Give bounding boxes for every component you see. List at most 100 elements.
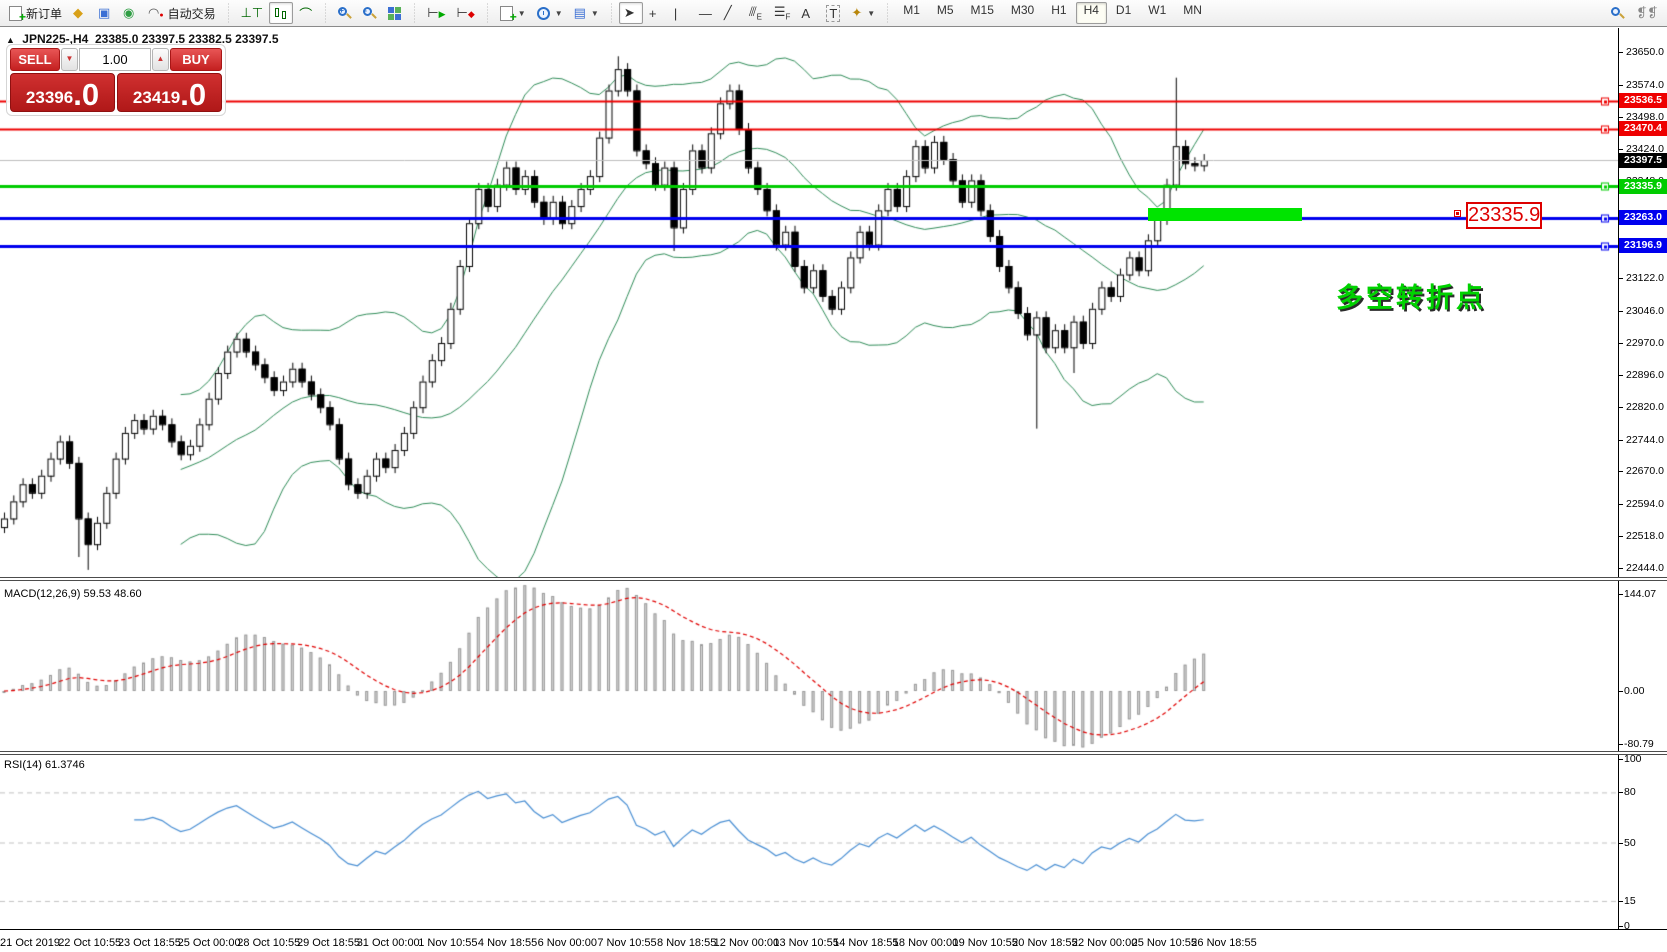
sell-button[interactable]: SELL [10,48,60,71]
collapse-arrow-icon[interactable]: ▲ [6,35,15,45]
price-axis-label: 23046.0 [1626,304,1664,317]
timeframe-D1[interactable]: D1 [1115,3,1132,17]
autotrading-label: 自动交易 [167,6,216,21]
timeframe-MN[interactable]: MN [1183,3,1202,17]
pane-divider[interactable] [0,577,1667,581]
sell-price-panel[interactable]: 23396 .0 [10,73,115,112]
vertical-line-tool-button[interactable]: | [669,2,693,24]
time-axis-label: 25 Nov 10:55 [1131,937,1198,949]
pane-divider[interactable] [0,751,1667,755]
channel-tool-button[interactable]: ⫻E [744,2,768,24]
price-axis-label: 22970.0 [1626,337,1664,350]
timeframe-M30[interactable]: M30 [1010,3,1035,17]
indicator-scale-label: 144.07 [1624,588,1657,600]
timeframe-M1[interactable]: M1 [903,3,920,17]
time-axis-label: 18 Nov 00:00 [892,937,959,949]
price-axis-label: 22896.0 [1626,368,1664,381]
price-axis-tick [1618,343,1623,345]
auto-scroll-button[interactable]: ⊢▶ [422,2,450,24]
trendline-icon: ╱ [723,5,732,20]
main-chart-canvas[interactable] [0,28,1618,577]
timeframe-H4[interactable]: H4 [1075,2,1107,24]
horizontal-line-tool-button[interactable]: — [694,2,718,24]
price-axis-tick [1618,439,1623,441]
history-button[interactable]: ◆ [68,2,92,24]
indicator-scale-tick [1618,792,1623,794]
time-axis-label: 21 Oct 2019 [0,937,60,949]
timeframe-M5[interactable]: M5 [936,3,954,17]
time-axis-label: 14 Nov 18:55 [833,937,899,949]
line-chart-button[interactable]: ⌒ [294,2,318,24]
caret-down-icon: ▼ [554,8,563,18]
toolbar-separator [224,3,232,23]
price-axis-label: 23122.0 [1626,271,1664,284]
price-axis-tick [1618,568,1623,570]
label-icon: T [826,4,841,22]
new-chart-button[interactable]: + ▼ [495,2,531,24]
time-axis-label: 12 Nov 00:00 [713,937,780,949]
axis-border [1618,28,1619,929]
price-callout-box[interactable]: 23335.9 [1466,202,1542,229]
indicator-scale-label: 15 [1624,894,1636,907]
candlestick-chart-button[interactable] [269,2,294,24]
indicator-scale-tick [1618,691,1623,692]
chat-icon: ❡❡ [1636,5,1658,20]
zoom-out-button[interactable]: - [358,2,382,24]
periods-button[interactable]: ▼ [532,2,568,24]
timeframe-M15[interactable]: M15 [970,3,994,17]
buy-price-panel[interactable]: 23419 .0 [117,73,222,112]
volume-decrease-button[interactable]: ▼ [61,48,78,71]
price-axis-tick [1618,374,1623,376]
chart-shift-button[interactable]: ⊢◆ [452,2,480,24]
timeframe-H1[interactable]: H1 [1051,3,1067,17]
market-window-button[interactable]: ▣ [93,2,117,24]
autotrading-button[interactable]: ◠● 自动交易 [143,2,221,24]
volume-input[interactable] [79,48,151,71]
time-axis-label: 28 Oct 10:55 [237,937,301,949]
toolbar-separator [322,3,330,23]
broadcast-button[interactable]: ◉ [118,2,142,24]
fibonacci-icon: ☰F [773,4,791,22]
time-axis-label: 13 Nov 10:55 [773,937,839,949]
trendline-tool-button[interactable]: ╱ [719,2,743,24]
new-order-button[interactable]: + 新订单 [4,2,67,24]
line-price-label: 23263.0 [1619,210,1667,226]
caret-down-icon: ▼ [590,8,599,18]
shapes-tool-button[interactable]: ✦ ▼ [846,2,880,24]
chat-button[interactable]: ❡❡ [1631,2,1663,24]
callout-anchor-marker[interactable] [1454,210,1461,217]
rsi-pane-canvas[interactable] [0,754,1618,929]
cursor-tool-button[interactable]: ➤ [618,2,643,24]
history-icon: ◆ [73,5,84,20]
new-order-label: 新订单 [26,6,63,21]
price-axis-label: 22444.0 [1626,562,1664,575]
support-highlight-rectangle[interactable] [1148,208,1302,221]
indicators-button[interactable]: ▤ ▼ [569,2,604,24]
macd-pane-canvas[interactable] [0,581,1618,751]
sell-price: 23396 [25,88,74,107]
price-axis-label: 23498.0 [1626,111,1664,124]
crosshair-tool-button[interactable]: + [644,2,668,24]
turning-point-annotation[interactable]: 多空转折点 [1336,283,1486,313]
caret-down-icon: ▼ [867,8,876,18]
macd-pane-label: MACD(12,26,9) 59.53 48.60 [4,588,142,600]
zoom-in-button[interactable]: + [333,2,357,24]
cursor-icon: ➤ [623,5,635,20]
text-tool-button[interactable]: A [796,2,820,24]
line-price-label: 23397.5 [1619,152,1667,168]
price-axis-label: 22744.0 [1626,433,1664,446]
indicator-scale-label: 50 [1624,836,1636,849]
price-axis-tick [1618,277,1623,279]
tile-windows-button[interactable] [383,2,407,24]
buy-price: 23419 [132,88,181,107]
volume-increase-button[interactable]: ▲ [152,48,169,71]
label-tool-button[interactable]: T [821,2,845,24]
new-order-icon: + [9,5,26,24]
broadcast-icon: ◉ [123,5,135,20]
timeframe-W1[interactable]: W1 [1148,3,1167,17]
buy-button[interactable]: BUY [170,48,222,71]
fibonacci-tool-button[interactable]: ☰F [769,2,796,24]
search-button[interactable] [1606,2,1630,24]
bar-chart-button[interactable]: ⊥⊤ [236,2,269,24]
